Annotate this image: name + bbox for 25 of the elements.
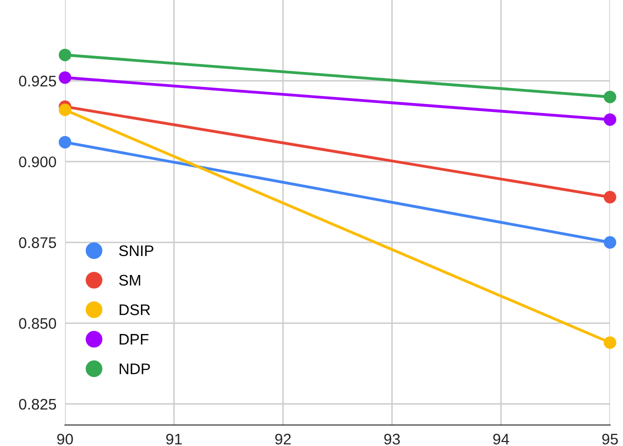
point [58, 104, 72, 116]
point [604, 190, 616, 204]
point [58, 136, 72, 148]
y-tick-label: 0.900 [19, 156, 56, 168]
x-tick-label: 95 [602, 434, 618, 445]
legend-label: NDP [120, 364, 150, 374]
legend-label: DSR [120, 304, 150, 316]
legend-label: SM [119, 274, 140, 286]
point [604, 336, 616, 349]
legend-label: DPF [120, 334, 148, 345]
x-tick-label: 90 [57, 434, 73, 445]
x-tick-label: 92 [275, 434, 291, 445]
y-tick-label: 0.825 [19, 398, 56, 410]
point [604, 236, 616, 249]
x-tick-label: 91 [166, 434, 182, 445]
x-tick-label: 94 [493, 434, 510, 445]
x-tick-label: 93 [384, 434, 400, 445]
y-tick-label: 0.875 [19, 237, 56, 248]
point [58, 48, 72, 62]
point [58, 71, 72, 84]
y-tick-label: 0.850 [19, 318, 56, 329]
legend-label: SNIP [119, 245, 154, 256]
point [604, 90, 616, 104]
point [604, 113, 616, 126]
y-tick-label: 0.925 [19, 76, 56, 86]
